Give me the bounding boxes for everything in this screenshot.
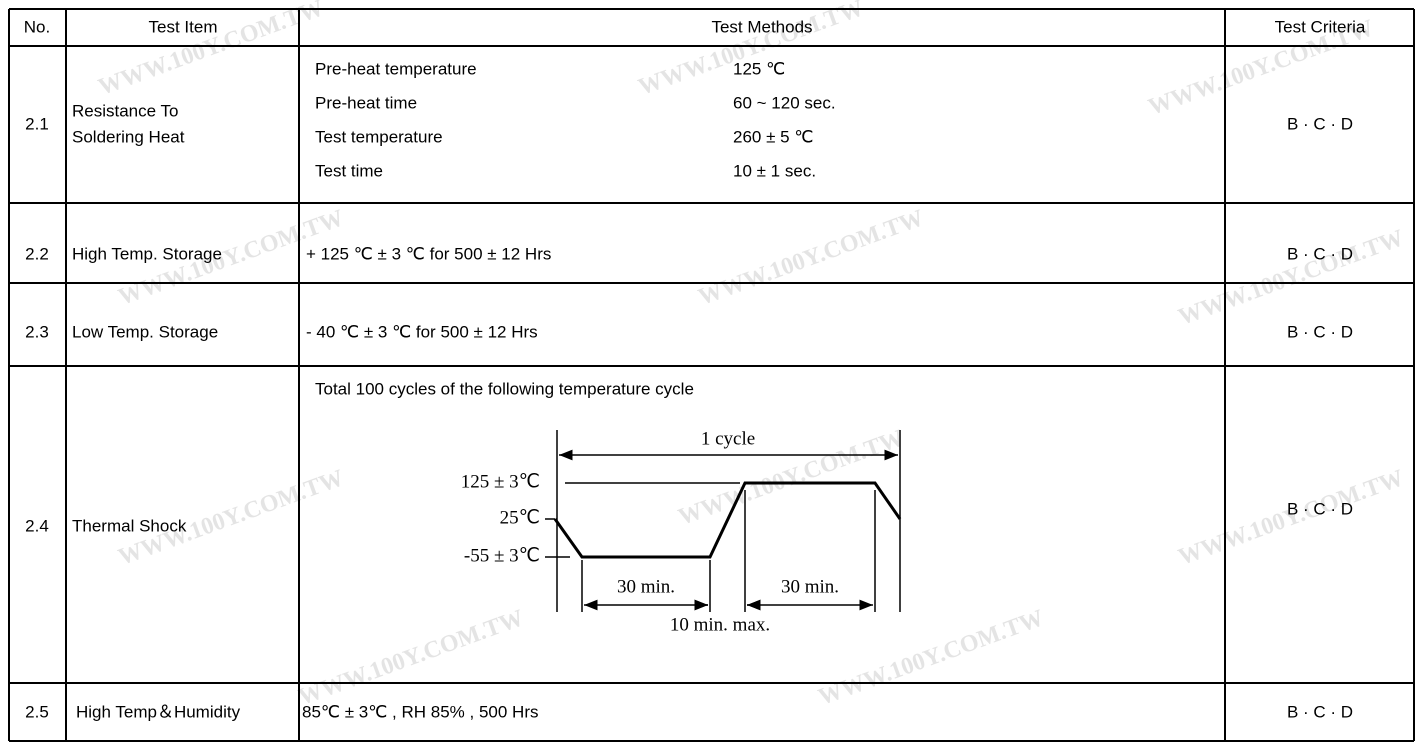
method-value: 260 ± 5 ℃ [733, 127, 813, 146]
row-no: 2.1 [25, 114, 49, 133]
row-no: 2.2 [25, 244, 49, 263]
row-method: Total 100 cycles of the following temper… [315, 379, 694, 398]
row-method: 85℃ ± 3℃ , RH 85% , 500 Hrs [302, 702, 539, 721]
row-no: 2.4 [25, 516, 49, 535]
watermark: WWW.100Y.COM.TW [815, 605, 1047, 711]
row-criteria: B · C · D [1287, 499, 1353, 518]
diagram-label: 25℃ [500, 507, 540, 528]
row-method: - 40 ℃ ± 3 ℃ for 500 ± 12 Hrs [306, 322, 538, 341]
watermark: WWW.100Y.COM.TW [295, 605, 527, 711]
method-value: 60 ~ 120 sec. [733, 93, 836, 112]
header-cell: Test Methods [711, 17, 812, 36]
diagram-label: 30 min. [617, 576, 675, 597]
row-criteria: B · C · D [1287, 114, 1353, 133]
watermark: WWW.100Y.COM.TW [635, 0, 867, 101]
row-item: Thermal Shock [72, 516, 187, 535]
diagram-label: 10 min. max. [670, 614, 770, 635]
row-method: + 125 ℃ ± 3 ℃ for 500 ± 12 Hrs [306, 244, 551, 263]
cycle-diagram [545, 430, 902, 612]
row-item: Soldering Heat [72, 127, 185, 146]
row-criteria: B · C · D [1287, 322, 1353, 341]
method-label: Test temperature [315, 127, 443, 146]
row-item: Low Temp. Storage [72, 322, 218, 341]
watermark: WWW.100Y.COM.TW [1175, 225, 1407, 331]
row-criteria: B · C · D [1287, 244, 1353, 263]
diagram-label: 1 cycle [701, 428, 755, 449]
watermark: WWW.100Y.COM.TW [95, 0, 327, 101]
diagram-label: -55 ± 3℃ [464, 545, 540, 566]
row-criteria: B · C · D [1287, 702, 1353, 721]
method-label: Test time [315, 161, 383, 180]
header-cell: Test Item [149, 17, 218, 36]
diagram-label: 30 min. [781, 576, 839, 597]
method-label: Pre-heat time [315, 93, 417, 112]
row-item: High Temp＆Humidity [76, 702, 241, 721]
row-item: High Temp. Storage [72, 244, 222, 263]
row-no: 2.3 [25, 322, 49, 341]
method-value: 10 ± 1 sec. [733, 161, 816, 180]
header-cell: Test Criteria [1275, 17, 1366, 36]
table-grid [8, 8, 1415, 742]
method-value: 125 ℃ [733, 59, 785, 78]
header-cell: No. [24, 17, 50, 36]
row-no: 2.5 [25, 702, 49, 721]
method-label: Pre-heat temperature [315, 59, 477, 78]
watermark: WWW.100Y.COM.TW [695, 205, 927, 311]
row-item: Resistance To [72, 101, 178, 120]
diagram-label: 125 ± 3℃ [461, 471, 540, 492]
